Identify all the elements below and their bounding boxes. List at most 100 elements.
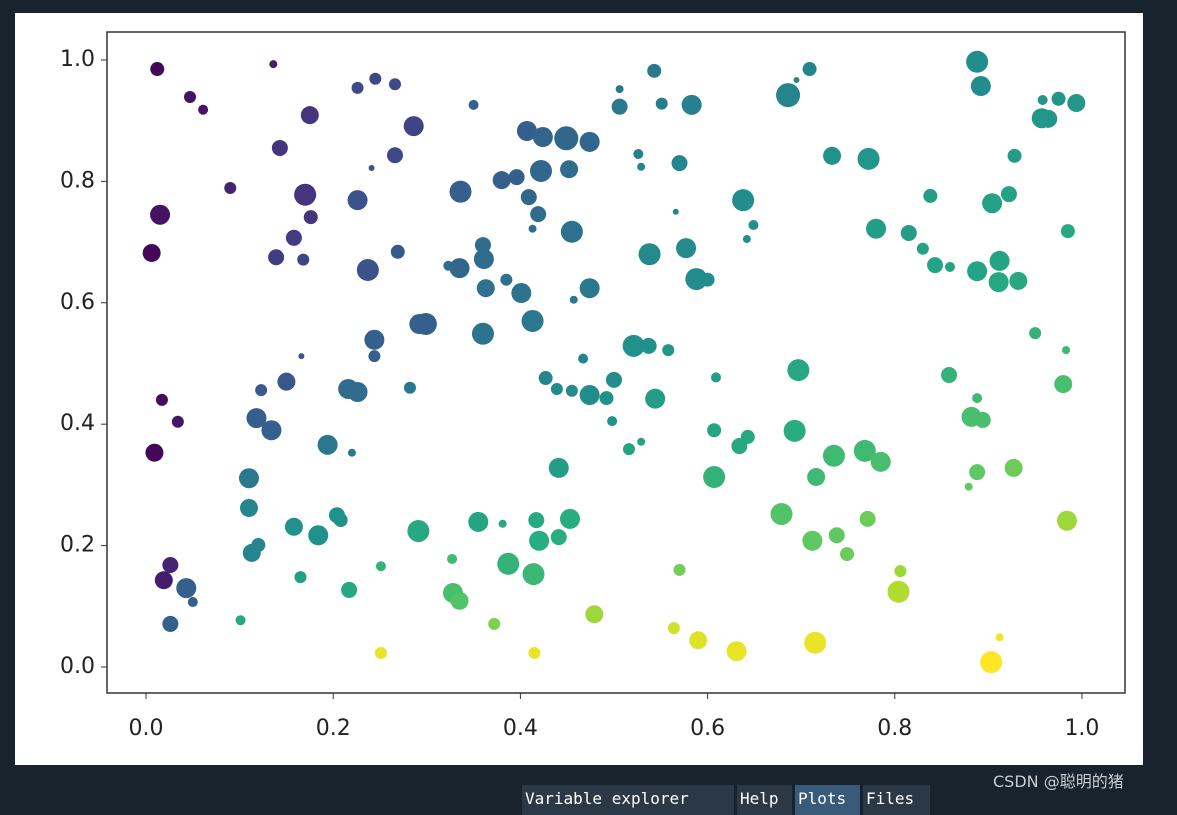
point (298, 353, 305, 360)
point (599, 391, 614, 406)
point (474, 237, 491, 254)
point (550, 529, 567, 546)
point (700, 272, 715, 287)
point (605, 371, 622, 388)
point (497, 552, 520, 575)
tab[interactable]: Help (737, 785, 792, 815)
point (726, 641, 747, 662)
point (944, 261, 955, 272)
point (969, 464, 986, 481)
point (351, 81, 364, 94)
point (637, 162, 646, 171)
point (1004, 458, 1023, 477)
point (468, 511, 489, 532)
point (528, 224, 537, 233)
point (255, 384, 268, 397)
point (787, 359, 810, 382)
point (198, 104, 209, 115)
point (235, 615, 246, 626)
point (964, 482, 973, 491)
point (449, 180, 472, 203)
point (450, 591, 469, 610)
point (368, 350, 381, 363)
point (154, 571, 173, 590)
tab[interactable]: Files (863, 785, 930, 815)
point (685, 268, 708, 291)
tab[interactable]: Plots (795, 785, 860, 815)
point (364, 329, 385, 350)
point (347, 382, 368, 403)
point (528, 512, 545, 529)
point (637, 437, 646, 446)
tab[interactable]: Variable explorer (522, 785, 734, 815)
point (297, 253, 310, 266)
point (294, 571, 307, 584)
point (511, 283, 532, 304)
y-tick-label: 0.8 (60, 168, 95, 193)
point (269, 60, 278, 69)
point (447, 553, 458, 564)
point (369, 72, 382, 85)
point (548, 457, 569, 478)
point (155, 393, 168, 406)
point (409, 314, 430, 335)
point (239, 498, 258, 517)
point (970, 76, 991, 97)
point (793, 76, 800, 83)
x-tick-label: 0.8 (877, 716, 912, 741)
watermark: CSDN @聪明的猪 (993, 772, 1124, 791)
point (822, 444, 845, 467)
point (560, 220, 583, 243)
point (640, 337, 657, 354)
point (471, 322, 494, 345)
point (565, 384, 578, 397)
point (162, 557, 179, 574)
point (522, 563, 545, 586)
point (224, 182, 237, 195)
point (303, 210, 318, 225)
point (300, 106, 319, 125)
point (341, 581, 358, 598)
point (1054, 375, 1073, 394)
x-tick-label: 0.6 (690, 716, 725, 741)
point (347, 448, 356, 457)
point (1051, 91, 1066, 106)
point (823, 146, 842, 165)
point (667, 622, 680, 635)
point (579, 131, 600, 152)
point (972, 393, 983, 404)
x-tick-label: 0.4 (503, 716, 538, 741)
point (662, 344, 675, 357)
point (1009, 271, 1028, 290)
point (672, 208, 679, 215)
point (802, 530, 823, 551)
point (356, 258, 379, 281)
point (284, 517, 303, 536)
point (894, 565, 907, 578)
point (468, 99, 479, 110)
point (268, 249, 285, 266)
point (271, 139, 288, 156)
point (707, 423, 722, 438)
point (1029, 327, 1042, 340)
point (887, 580, 910, 603)
y-tick-label: 0.4 (60, 411, 95, 436)
point (347, 190, 368, 211)
y-tick-label: 0.0 (60, 654, 95, 679)
point (655, 97, 668, 110)
axes-frame (106, 31, 1126, 694)
point (390, 244, 405, 259)
point (1037, 94, 1048, 105)
point (742, 235, 751, 244)
x-tick-label: 1.0 (1064, 716, 1099, 741)
point (866, 218, 887, 239)
point (578, 353, 589, 364)
point (671, 155, 688, 172)
x-tick-label: 0.0 (129, 716, 164, 741)
point (520, 189, 537, 206)
point (783, 419, 806, 442)
point (145, 443, 164, 462)
point (403, 381, 416, 394)
point (611, 98, 628, 115)
point (916, 242, 929, 255)
